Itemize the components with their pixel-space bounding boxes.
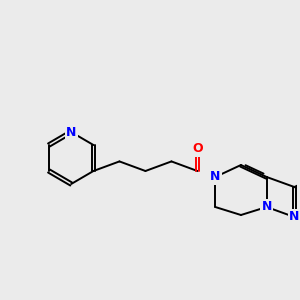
Text: O: O [192, 142, 203, 155]
Text: N: N [210, 170, 220, 184]
Text: N: N [66, 125, 76, 139]
Text: N: N [262, 200, 272, 214]
Text: N: N [289, 211, 299, 224]
